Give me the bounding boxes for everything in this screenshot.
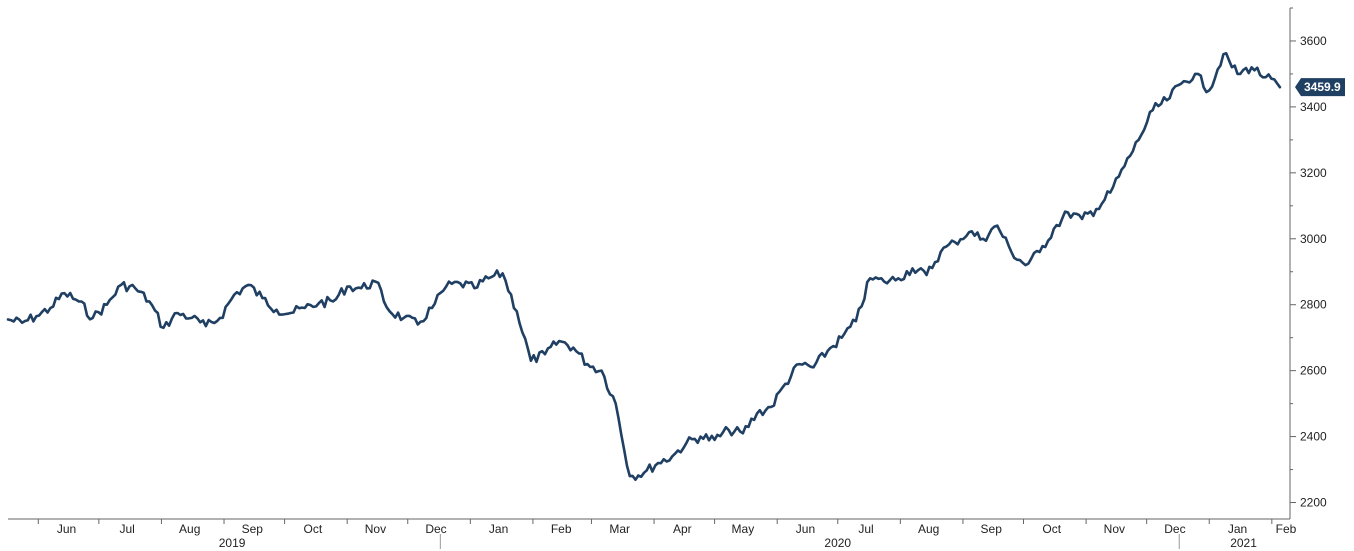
year-label-1: 2020 bbox=[824, 536, 851, 550]
y-tick-label-0: 2200 bbox=[1300, 496, 1327, 510]
y-axis: 2200 2400 2600 2800 3000 3200 3400 3600 bbox=[1289, 7, 1327, 519]
x-tick-label-8: Feb bbox=[551, 522, 572, 536]
year-label-2: 2021 bbox=[1230, 536, 1257, 550]
x-tick-label-3: Sep bbox=[242, 522, 264, 536]
x-tick-label-9: Mar bbox=[609, 522, 630, 536]
x-tick-label-7: Jan bbox=[489, 522, 508, 536]
y-tick-label-2: 2600 bbox=[1300, 364, 1327, 378]
y-tick-label-1: 2400 bbox=[1300, 430, 1327, 444]
x-tick-label-20: Feb bbox=[1276, 522, 1297, 536]
x-tick-label-19: Jan bbox=[1228, 522, 1247, 536]
x-tick-label-11: May bbox=[732, 522, 755, 536]
x-tick-label-15: Sep bbox=[981, 522, 1003, 536]
y-tick-label-4: 3000 bbox=[1300, 232, 1327, 246]
y-tick-label-5: 3200 bbox=[1300, 166, 1327, 180]
year-label-0: 2019 bbox=[219, 536, 246, 550]
y-tick-label-6: 3400 bbox=[1300, 100, 1327, 114]
last-value-badge bbox=[1295, 78, 1345, 97]
x-tick-label-2: Aug bbox=[179, 522, 200, 536]
y-tick-label-7: 3600 bbox=[1300, 34, 1327, 48]
x-tick-label-14: Aug bbox=[918, 522, 939, 536]
series-line bbox=[6, 52, 1282, 481]
x-tick-label-10: Apr bbox=[673, 522, 692, 536]
last-value-text: 3459.9 bbox=[1304, 80, 1341, 94]
x-tick-label-6: Dec bbox=[425, 522, 446, 536]
y-tick-label-3: 2800 bbox=[1300, 298, 1327, 312]
x-tick-label-17: Nov bbox=[1104, 522, 1125, 536]
x-tick-label-16: Oct bbox=[1042, 522, 1061, 536]
x-tick-label-0: Jun bbox=[57, 522, 76, 536]
x-axis: Jun Jul Aug Sep Oct Nov Dec Jan Feb Mar Apr May Jun J… bbox=[8, 518, 1297, 550]
series-layer bbox=[6, 52, 1282, 481]
x-tick-label-13: Jul bbox=[858, 522, 873, 536]
x-tick-label-18: Dec bbox=[1164, 522, 1185, 536]
x-tick-label-1: Jul bbox=[119, 522, 134, 536]
last-value-label: 3459.9 bbox=[1295, 78, 1345, 97]
x-tick-label-5: Nov bbox=[365, 522, 386, 536]
x-tick-label-4: Oct bbox=[304, 522, 323, 536]
x-tick-label-12: Jun bbox=[796, 522, 815, 536]
